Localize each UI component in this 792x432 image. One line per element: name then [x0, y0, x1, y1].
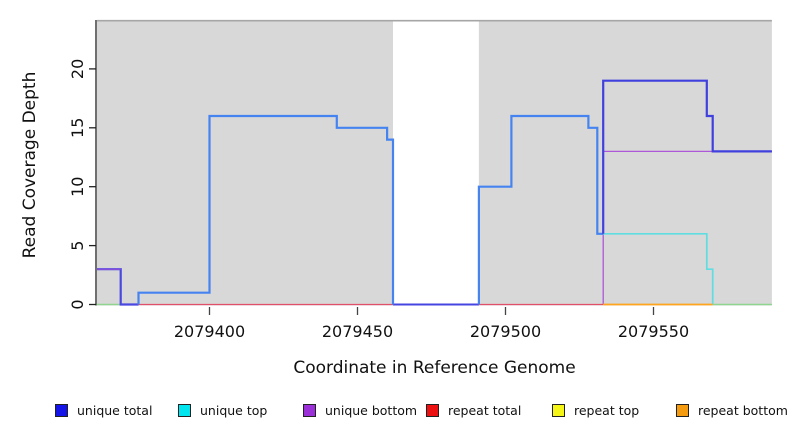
legend-item-unique-bottom: unique bottom [303, 399, 417, 421]
legend-swatch-unique-total [55, 403, 68, 417]
legend-label: unique total [77, 402, 153, 418]
unique-total-left [137, 114, 395, 305]
legend-swatch-repeat-top [552, 403, 565, 417]
legend-swatch-unique-top [178, 403, 191, 417]
y-tick-label: 20 [68, 59, 87, 79]
x-tick-label: 2079400 [174, 322, 245, 341]
legend-label: repeat top [574, 402, 640, 418]
x-tick-label: 2079450 [322, 322, 393, 341]
plot-canvas: 0 5 10 15 20 2079400 2079450 2079500 2079550 [68, 19, 772, 341]
y-tick-label: 10 [68, 177, 87, 197]
y-tick-label: 15 [68, 118, 87, 138]
legend-item-repeat-top: repeat top [552, 399, 639, 421]
x-tick-label: 2079500 [470, 322, 541, 341]
legend-swatch-unique-bottom [303, 403, 316, 417]
legend-item-repeat-bottom: repeat bottom [676, 399, 788, 421]
coverage-panel-1 [478, 21, 772, 306]
legend: unique total unique top unique bottom repea… [0, 399, 792, 423]
coverage-panel-0 [97, 21, 394, 306]
unique-total-right-blend [602, 79, 772, 234]
legend-label: repeat bottom [698, 402, 788, 418]
unique-total-mid [477, 114, 604, 305]
legend-label: unique bottom [325, 402, 418, 418]
legend-swatch-repeat-total [426, 403, 439, 417]
x-axis-title: Coordinate in Reference Genome [293, 358, 576, 378]
x-tick-label: 2079550 [618, 322, 689, 341]
y-axis-title: Read Coverage Depth [20, 71, 40, 259]
legend-item-unique-top: unique top [178, 399, 267, 421]
y-tick-label: 0 [68, 299, 87, 309]
legend-label: repeat total [448, 402, 522, 418]
legend-item-unique-total: unique total [55, 399, 152, 421]
unique-top-line [603, 232, 714, 305]
legend-item-repeat-total: repeat total [426, 399, 521, 421]
legend-swatch-repeat-bottom [676, 403, 689, 417]
y-tick-label: 5 [68, 241, 87, 251]
legend-label: unique top [200, 402, 268, 418]
